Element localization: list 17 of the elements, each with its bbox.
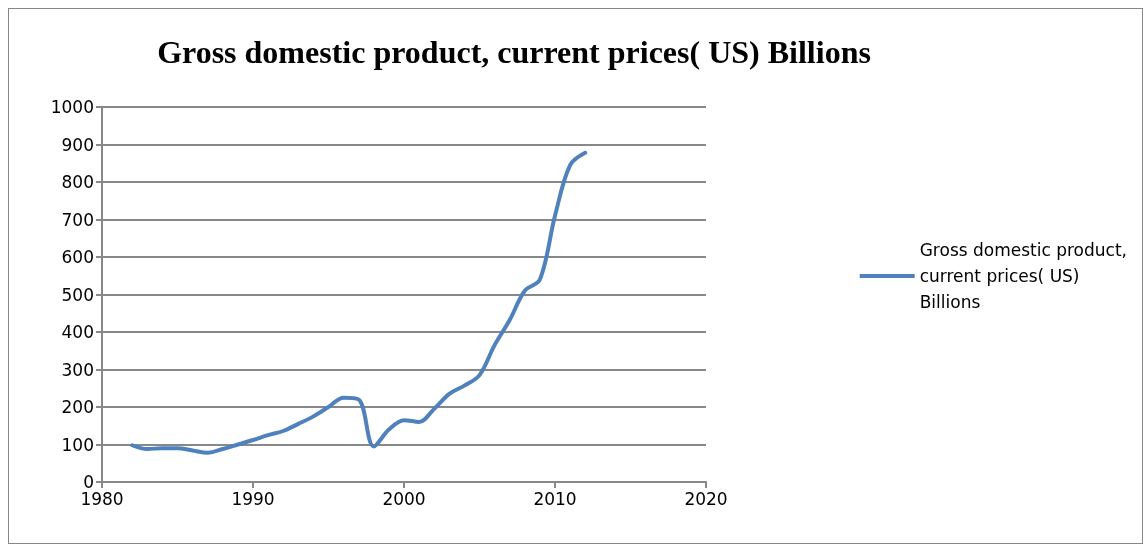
y-tick-label: 100 — [61, 434, 94, 455]
line-series — [130, 150, 588, 455]
y-tick-label: 700 — [61, 209, 94, 230]
y-tick-label: 400 — [61, 322, 94, 342]
y-tick-label: 800 — [61, 172, 94, 192]
legend-label: Gross domestic product, current prices( US) Billions — [919, 240, 1128, 312]
x-tick-label: 2020 — [684, 488, 728, 509]
y-tick-label: 200 — [61, 397, 94, 417]
y-tick-label: 300 — [61, 359, 94, 380]
chart-title: Gross domestic product, current prices( US) Billions — [157, 34, 871, 70]
y-tick-label: 600 — [61, 247, 94, 267]
x-tick-label: 2000 — [382, 488, 426, 509]
y-tick-label: 1000 — [50, 97, 94, 117]
x-tick-label: 2010 — [533, 488, 577, 509]
y-tick-label: 900 — [61, 134, 94, 155]
x-tick-label: 1990 — [231, 488, 275, 509]
y-tick-label: 500 — [61, 284, 94, 305]
